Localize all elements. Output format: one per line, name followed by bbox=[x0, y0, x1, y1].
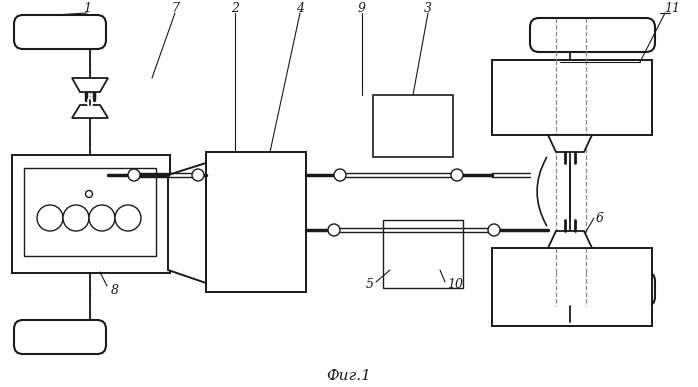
Circle shape bbox=[89, 205, 115, 231]
Circle shape bbox=[334, 169, 346, 181]
Bar bbox=[492, 248, 652, 326]
Circle shape bbox=[63, 205, 89, 231]
Circle shape bbox=[451, 169, 463, 181]
Bar bbox=[206, 152, 306, 292]
Circle shape bbox=[85, 190, 93, 197]
Circle shape bbox=[37, 205, 63, 231]
Circle shape bbox=[115, 205, 141, 231]
Circle shape bbox=[488, 224, 500, 236]
Text: 7: 7 bbox=[171, 2, 179, 15]
Polygon shape bbox=[72, 105, 108, 118]
Bar bbox=[24, 168, 156, 256]
FancyBboxPatch shape bbox=[530, 272, 655, 306]
FancyBboxPatch shape bbox=[14, 15, 106, 49]
Text: 3: 3 bbox=[424, 2, 432, 15]
Bar bbox=[12, 155, 170, 273]
Text: 5: 5 bbox=[366, 279, 374, 291]
Text: 9: 9 bbox=[358, 2, 366, 15]
Text: 4: 4 bbox=[296, 2, 304, 15]
Text: 8: 8 bbox=[111, 284, 119, 296]
Text: 11: 11 bbox=[664, 2, 680, 15]
FancyBboxPatch shape bbox=[14, 320, 106, 354]
Bar bbox=[373, 95, 453, 157]
Circle shape bbox=[128, 169, 140, 181]
Bar bbox=[492, 60, 652, 135]
Polygon shape bbox=[548, 135, 592, 152]
Circle shape bbox=[328, 224, 340, 236]
Text: Фиг.1: Фиг.1 bbox=[327, 369, 371, 383]
Polygon shape bbox=[168, 163, 206, 283]
Text: 10: 10 bbox=[447, 279, 463, 291]
Text: 2: 2 bbox=[231, 2, 239, 15]
Circle shape bbox=[192, 169, 204, 181]
Polygon shape bbox=[548, 231, 592, 248]
Bar bbox=[383, 220, 463, 288]
Text: 1: 1 bbox=[83, 2, 91, 15]
FancyBboxPatch shape bbox=[530, 18, 655, 52]
Text: 6: 6 bbox=[596, 212, 604, 224]
Polygon shape bbox=[72, 78, 108, 92]
